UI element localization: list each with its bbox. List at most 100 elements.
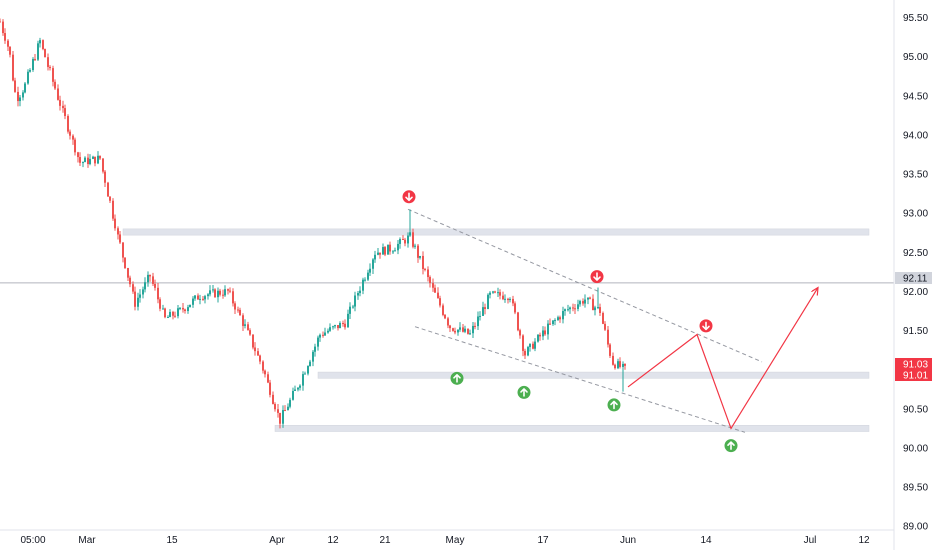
candle-body	[162, 308, 164, 310]
candle	[439, 295, 441, 308]
candle	[532, 341, 534, 350]
candle-body	[149, 274, 151, 277]
candle-body	[437, 292, 439, 299]
candle-body	[97, 155, 99, 164]
candle	[294, 385, 296, 392]
arrow-up-marker	[450, 371, 464, 385]
candle-body	[289, 399, 291, 407]
price-label-text: 91.03	[903, 360, 928, 371]
candle-body	[282, 410, 284, 424]
candle	[164, 307, 166, 319]
time-tick-label: 17	[537, 535, 549, 546]
candle-body	[42, 40, 44, 50]
candle-body	[297, 387, 299, 390]
candle	[622, 361, 624, 392]
candle-body	[224, 289, 226, 296]
candle-body	[567, 309, 569, 311]
candle-body	[152, 276, 154, 284]
candle	[97, 151, 99, 165]
candle	[324, 327, 326, 336]
candle-body	[449, 325, 451, 329]
candle	[542, 326, 544, 341]
candle	[172, 310, 174, 320]
candle-body	[294, 389, 296, 391]
candle-body	[562, 311, 564, 320]
candle	[154, 279, 156, 291]
candle	[372, 258, 374, 274]
candle-body	[179, 307, 181, 309]
candle	[197, 293, 199, 300]
candle	[462, 323, 464, 333]
candle	[487, 293, 489, 310]
time-tick-label: Jul	[804, 535, 817, 546]
arrow-down-icon	[405, 192, 413, 202]
candle-body	[532, 343, 534, 349]
time-tick-label: Mar	[78, 535, 96, 546]
candle-body	[29, 69, 31, 72]
candle-body	[104, 171, 106, 183]
candle-body	[19, 97, 21, 102]
price-tick-label: 89.50	[903, 483, 928, 494]
candle-body	[262, 361, 264, 371]
candle	[209, 285, 211, 297]
candle-body	[519, 330, 521, 336]
candle-body	[207, 294, 209, 297]
candle-body	[469, 333, 471, 335]
support-resistance-zone	[274, 425, 870, 432]
candle	[562, 306, 564, 324]
candle	[159, 297, 161, 312]
candle-body	[332, 326, 334, 328]
candle-body	[452, 328, 454, 331]
candle-body	[12, 54, 14, 81]
candle-body	[27, 71, 29, 84]
candle	[187, 304, 189, 314]
candle-body	[517, 312, 519, 331]
candle	[84, 156, 86, 163]
candle	[52, 65, 54, 87]
arrow-down-icon	[593, 272, 601, 281]
candle	[64, 104, 66, 120]
price-label-text: 92.11	[903, 274, 928, 285]
candle	[289, 397, 291, 409]
candle	[4, 28, 6, 44]
candle	[514, 301, 516, 315]
candle-body	[87, 157, 89, 165]
candle-body	[482, 307, 484, 316]
candle-body	[614, 364, 616, 369]
candle	[44, 48, 46, 58]
candle-body	[142, 289, 144, 295]
candle	[554, 318, 556, 326]
candle	[582, 298, 584, 306]
candle-body	[507, 298, 509, 301]
candle	[602, 311, 604, 325]
candle	[437, 287, 439, 299]
candle	[457, 329, 459, 336]
candle-body	[427, 269, 429, 278]
candle-body	[494, 291, 496, 293]
candle-body	[317, 337, 319, 347]
candle	[434, 284, 436, 293]
candle-body	[99, 155, 101, 159]
candle	[417, 243, 419, 263]
candle-body	[322, 334, 324, 336]
candle	[482, 301, 484, 316]
candle-body	[347, 313, 349, 328]
candle	[37, 40, 39, 61]
arrow-down-marker	[402, 190, 416, 204]
candle-body	[604, 323, 606, 330]
candle-body	[574, 308, 576, 310]
candle-body	[72, 135, 74, 140]
candle-body	[579, 301, 581, 305]
candle-body	[609, 344, 611, 356]
candle-body	[107, 182, 109, 197]
candle	[474, 322, 476, 330]
candle	[359, 286, 361, 297]
candle	[464, 325, 466, 334]
candle	[444, 314, 446, 320]
candle	[442, 303, 444, 317]
candle-body	[564, 309, 566, 312]
time-tick-label: 12	[858, 535, 870, 546]
candle-body	[309, 361, 311, 367]
candle-body	[102, 158, 104, 172]
